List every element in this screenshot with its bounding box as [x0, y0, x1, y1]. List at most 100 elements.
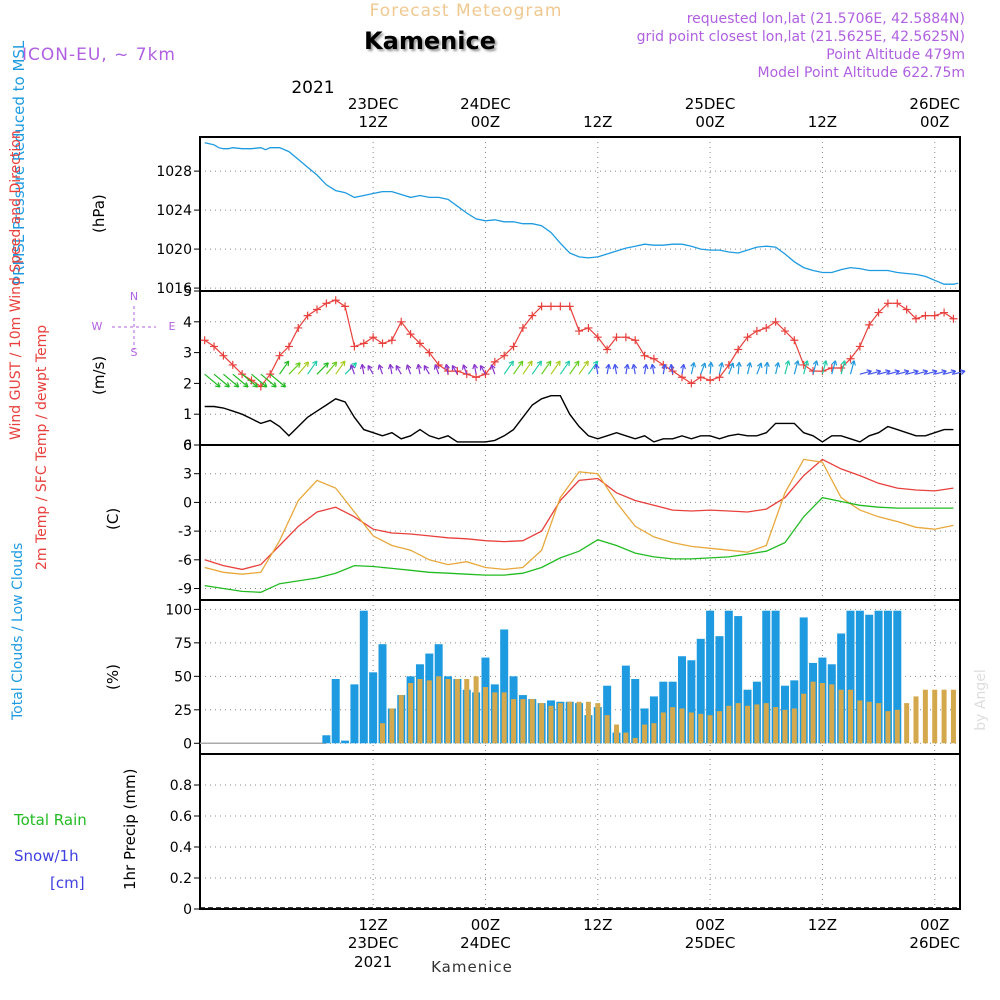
wind-arrowhead: [894, 369, 900, 375]
wind-arrowhead: [661, 363, 668, 370]
total-cloud-bar: [331, 679, 340, 744]
total-cloud-bar: [715, 636, 724, 744]
top-hour-label: 00Z: [920, 113, 949, 131]
bottom-date-label: 25DEC: [685, 934, 736, 952]
low-cloud-bar: [829, 684, 835, 744]
gust-marker: [837, 364, 846, 372]
wind-arrow: [746, 362, 751, 375]
gust-marker: [378, 339, 387, 348]
gust-marker: [584, 323, 593, 332]
total-cloud-bar: [846, 610, 855, 744]
bottom-hour-label: 12Z: [808, 916, 837, 934]
total-cloud-bar: [883, 610, 892, 744]
temp-2m-line: [204, 458, 954, 571]
gust-marker: [546, 302, 555, 311]
wind-arrowhead: [583, 360, 589, 367]
wind-arrowhead: [536, 360, 543, 367]
wind-arrow: [934, 370, 947, 375]
total-cloud-bar: [621, 665, 630, 744]
panel-frame: [199, 290, 961, 446]
bottom-hour-label: 00Z: [695, 916, 724, 934]
total-cloud-bar: [724, 610, 733, 744]
location-title: Kamenice: [364, 27, 496, 55]
low-cloud-bar: [501, 692, 507, 744]
wind-arrow: [831, 360, 836, 375]
low-cloud-bar: [539, 703, 545, 744]
low-cloud-bar: [679, 708, 685, 744]
wind-arrow: [395, 365, 402, 375]
wind-arrowhead: [812, 360, 819, 366]
wind-arrow: [279, 360, 290, 375]
panel-frame: [199, 753, 961, 910]
compass-cross: [112, 306, 156, 350]
temp-title: 2m Temp / SFC Temp / dewpt Temp: [34, 325, 50, 570]
low-cloud-bar: [754, 704, 760, 744]
wind-arrow: [859, 370, 872, 375]
low-cloud-bar: [408, 683, 414, 744]
total-cloud-bar: [734, 616, 743, 744]
gust-marker: [266, 370, 275, 379]
gust-marker: [603, 345, 612, 354]
low-cloud-bar: [623, 732, 629, 744]
gust-marker: [556, 302, 565, 311]
wind-arrow: [490, 364, 496, 375]
gust-marker: [921, 311, 930, 320]
wind-arrowhead: [377, 364, 384, 370]
rain-legend: Total Rain: [13, 811, 87, 829]
y-tick-label: 100: [165, 602, 192, 618]
low-cloud-bar: [595, 703, 601, 744]
wind-arrow: [587, 360, 599, 375]
gust-marker: [200, 336, 209, 345]
wind-arrowhead: [624, 363, 630, 370]
bottom-date-label: 23DEC: [348, 934, 399, 952]
wind-arrowhead: [224, 382, 230, 388]
wind-arrow: [241, 373, 258, 388]
temp-unit: (C): [104, 508, 122, 530]
wind-arrow: [367, 365, 374, 375]
total-cloud-bar: [631, 679, 640, 744]
total-cloud-bar: [378, 644, 387, 744]
y-tick-label: 2: [183, 376, 192, 392]
wind-arrow: [887, 370, 900, 375]
wind-arrow: [559, 360, 571, 375]
total-cloud-bar: [322, 735, 331, 744]
wind-arrowhead: [233, 382, 240, 388]
y-tick-label: 0.8: [170, 778, 192, 794]
wind-arrow: [803, 360, 808, 375]
low-cloud-bar: [932, 689, 938, 744]
total-cloud-bar: [893, 610, 902, 744]
wind-arrow: [812, 360, 818, 375]
wind-arrowhead: [261, 382, 268, 388]
wind-title: Wind GUST / 10m Wind Speed and Direction: [8, 130, 24, 440]
wind-arrowhead: [822, 360, 828, 366]
compass-n: N: [130, 290, 138, 303]
y-tick-label: 0: [183, 736, 192, 752]
gust-marker: [846, 354, 855, 363]
wind-arrow: [569, 360, 580, 375]
y-tick-label: 1016: [156, 281, 192, 297]
wind-arrowhead: [271, 382, 277, 388]
pressure-title-text: PRMSL Pressure Reduced to MSL: [10, 40, 28, 285]
pressure-title: PRMSL Pressure Reduced to MSL: [10, 40, 28, 285]
wind-arrowhead: [479, 364, 486, 371]
wind-arrowhead: [903, 369, 910, 375]
wind-arrow: [953, 370, 966, 375]
low-cloud-bar: [716, 711, 722, 744]
wind-arrow: [232, 373, 249, 388]
low-cloud-bar: [913, 696, 919, 744]
top-date-label: 26DEC: [909, 95, 960, 113]
y-tick-label: 1028: [156, 164, 192, 180]
wind-arrow: [925, 370, 938, 375]
total-cloud-bar: [500, 629, 509, 744]
low-cloud-bar: [436, 676, 442, 744]
gust-marker: [387, 336, 396, 345]
gust-marker: [706, 376, 715, 385]
low-cloud-bar: [866, 701, 872, 744]
wind-arrowhead: [650, 363, 656, 370]
wind-arrow: [260, 373, 277, 388]
wind-arrow: [389, 364, 393, 375]
gust-marker: [940, 308, 949, 317]
wind-arrow: [943, 370, 956, 375]
wind-arrowhead: [416, 363, 422, 370]
wind-arrow: [288, 362, 301, 375]
